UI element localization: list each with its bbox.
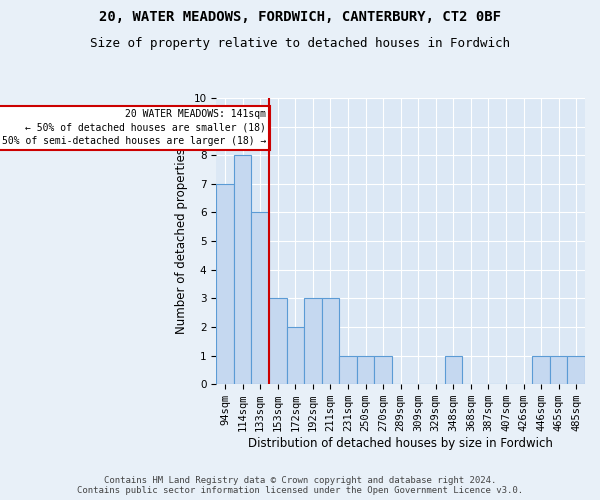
Bar (251, 212, 269, 384)
Bar (339, 356, 357, 384)
Text: Size of property relative to detached houses in Fordwich: Size of property relative to detached ho… (90, 38, 510, 51)
Bar (269, 298, 287, 384)
Bar (304, 298, 322, 384)
X-axis label: Distribution of detached houses by size in Fordwich: Distribution of detached houses by size … (248, 437, 553, 450)
Bar (550, 356, 568, 384)
Bar (322, 298, 339, 384)
Text: Contains HM Land Registry data © Crown copyright and database right 2024.
Contai: Contains HM Land Registry data © Crown c… (77, 476, 523, 495)
Bar (445, 356, 462, 384)
Y-axis label: Number of detached properties: Number of detached properties (175, 148, 188, 334)
Text: 20, WATER MEADOWS, FORDWICH, CANTERBURY, CT2 0BF: 20, WATER MEADOWS, FORDWICH, CANTERBURY,… (99, 10, 501, 24)
Bar (234, 155, 251, 384)
Bar (568, 356, 585, 384)
Text: 20 WATER MEADOWS: 141sqm
← 50% of detached houses are smaller (18)
50% of semi-d: 20 WATER MEADOWS: 141sqm ← 50% of detach… (2, 110, 266, 146)
Bar (216, 184, 234, 384)
Bar (287, 327, 304, 384)
Bar (374, 356, 392, 384)
Bar (357, 356, 374, 384)
Bar (532, 356, 550, 384)
